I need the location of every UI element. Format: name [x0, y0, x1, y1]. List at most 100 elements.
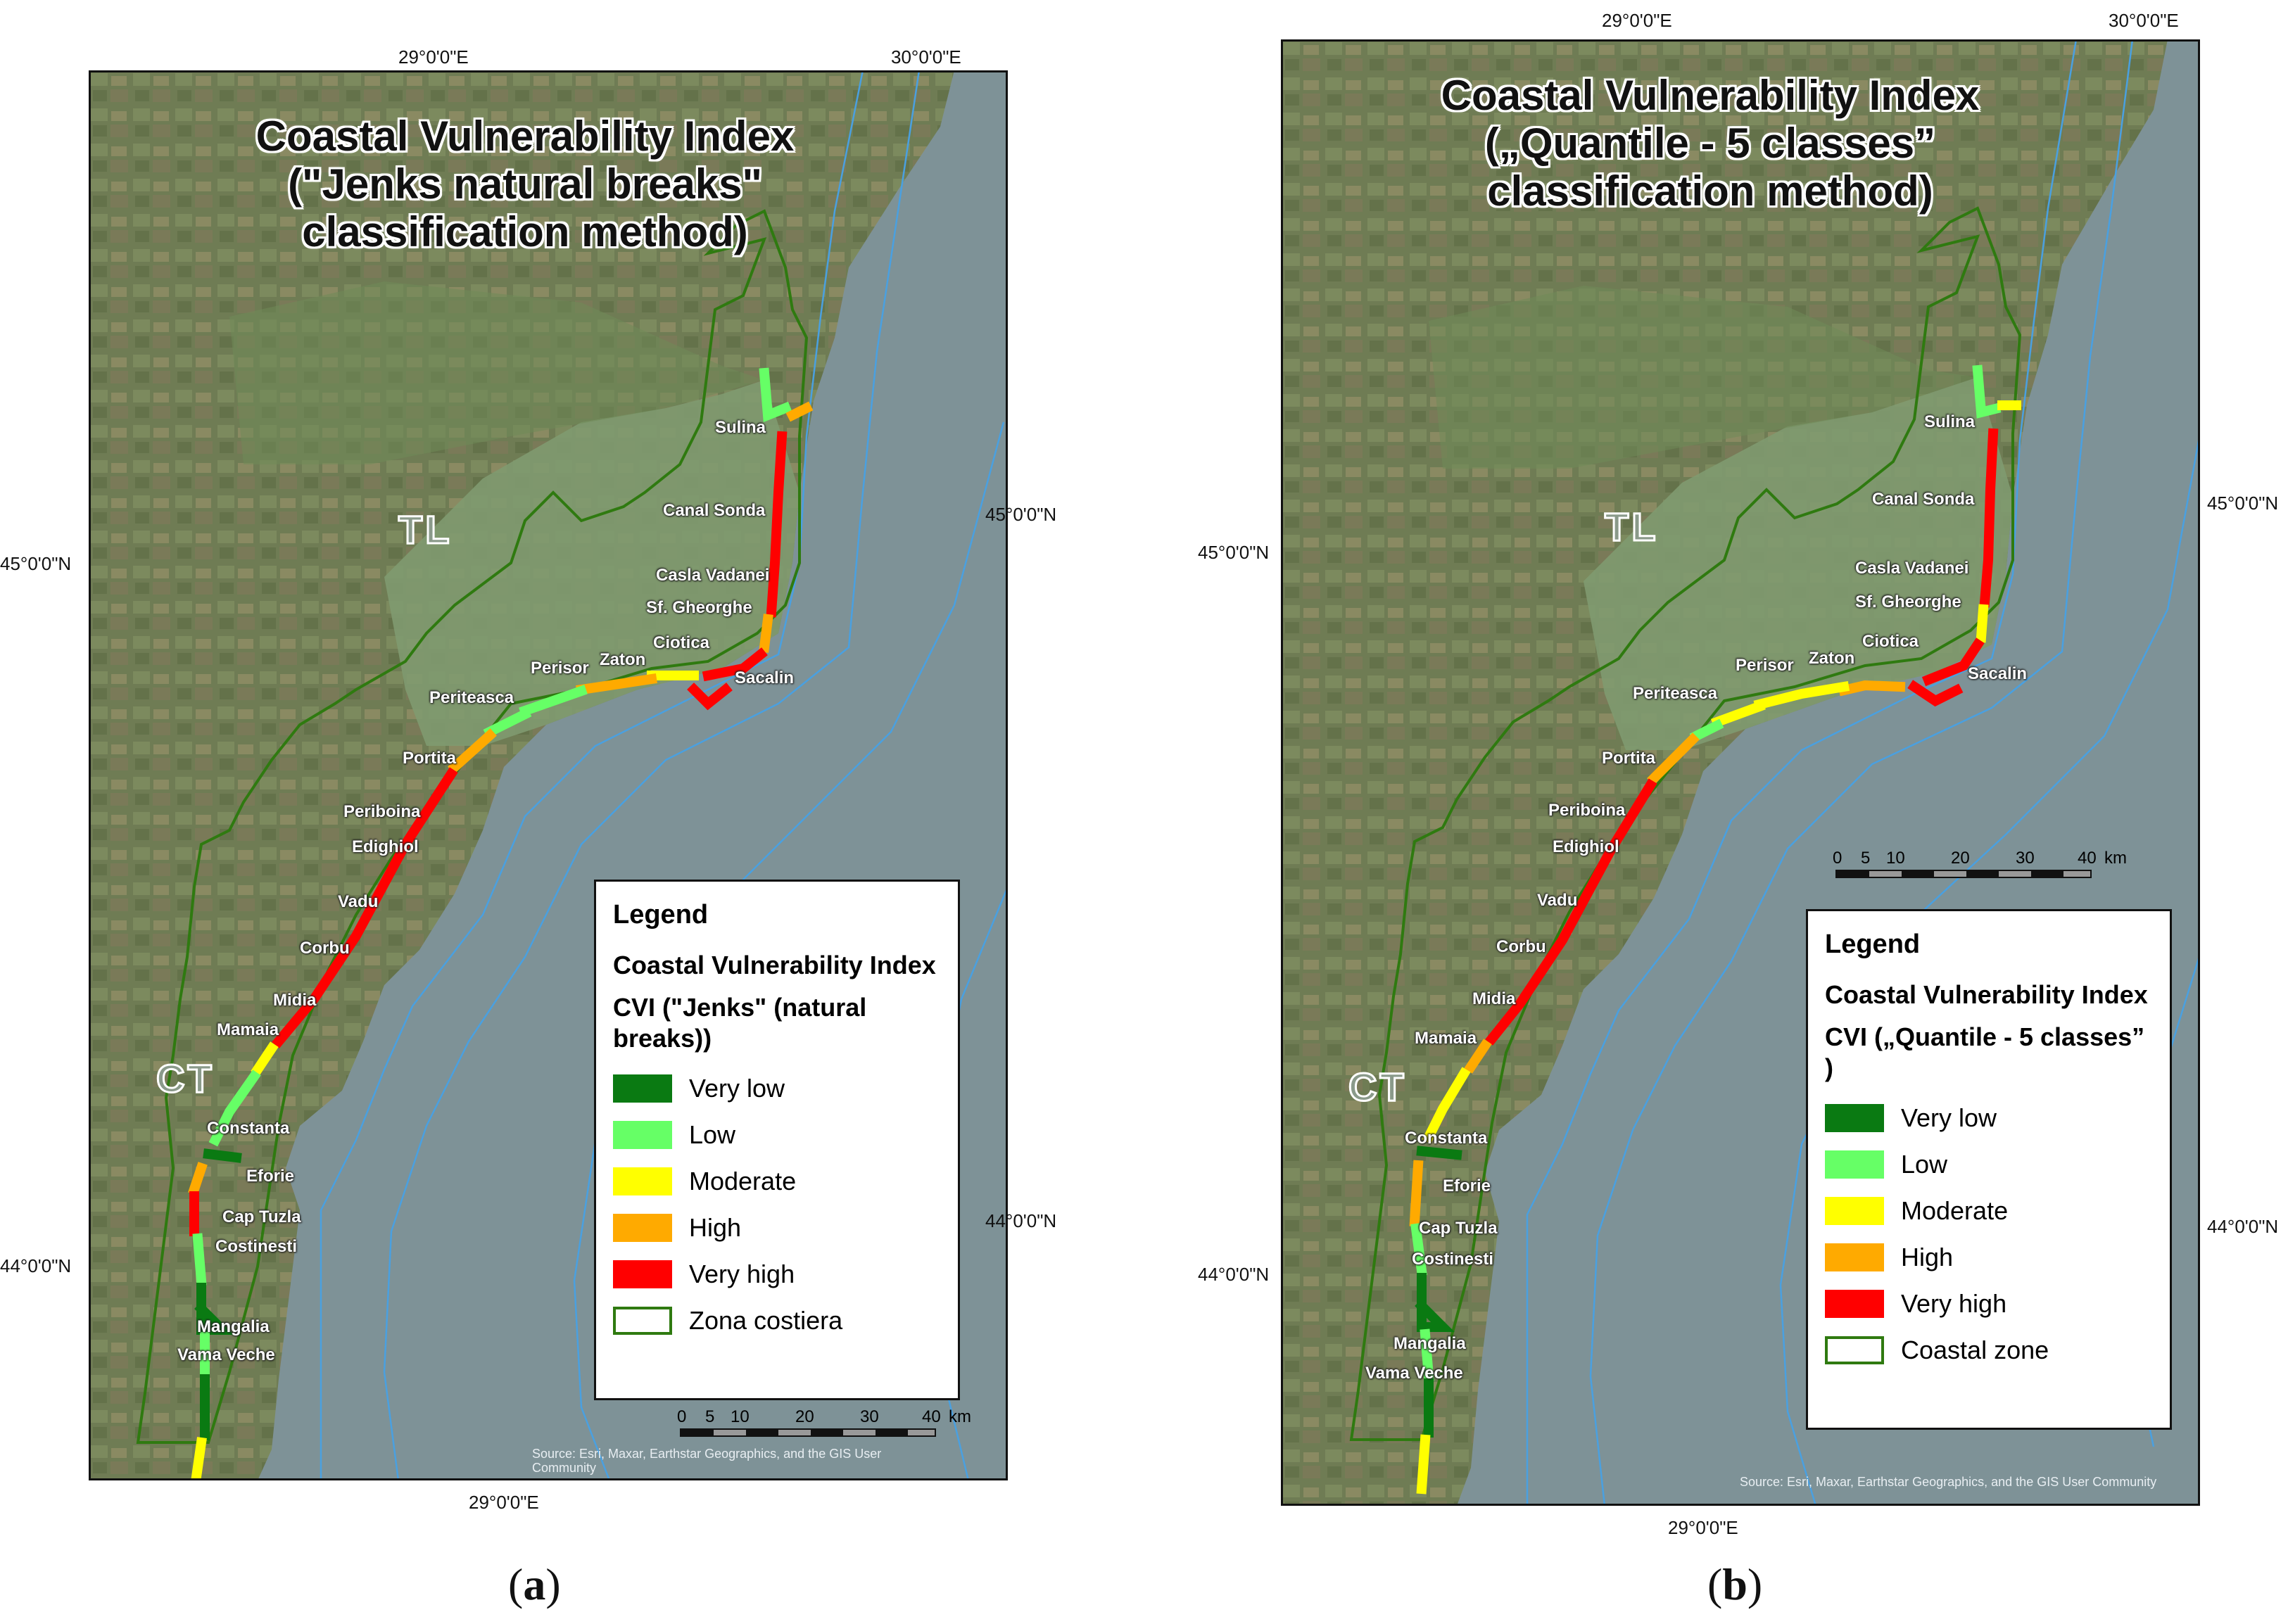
place-label: Portita: [403, 749, 457, 768]
region-label-ct: CT: [156, 1055, 215, 1102]
scale-unit: km: [949, 1407, 971, 1426]
caption-b: (b): [1707, 1559, 1763, 1609]
place-label: Perisor: [1736, 656, 1794, 675]
place-label: Ciotica: [653, 633, 710, 652]
place-label: Zaton: [1809, 649, 1855, 668]
place-label: Periteasca: [429, 688, 514, 707]
coord-right-44n-a: 44°0'0"N: [985, 1210, 1057, 1231]
swatch-moderate: [613, 1167, 672, 1195]
place-label: Constanta: [1405, 1129, 1488, 1148]
coord-left-44n-b: 44°0'0"N: [1198, 1264, 1270, 1285]
scale-bar-graphic: [1835, 870, 2092, 878]
place-label: Periboina: [343, 802, 421, 821]
place-label: Mangalia: [1393, 1334, 1466, 1353]
swatch-very-low: [1825, 1104, 1884, 1132]
swatch-moderate: [1825, 1197, 1884, 1225]
caption-letter: b: [1722, 1559, 1747, 1609]
title-line-1: Coastal Vulnerability Index: [1441, 72, 1980, 119]
legend-item-zone: Coastal zone: [1825, 1327, 2153, 1374]
legend-item-high: High: [613, 1205, 941, 1251]
legend-label: Very low: [689, 1074, 785, 1103]
swatch-zone: [613, 1307, 672, 1335]
coord-left-45n-b: 45°0'0"N: [1198, 542, 1270, 563]
legend-item-moderate: Moderate: [613, 1158, 941, 1205]
place-label: Mamaia: [1415, 1029, 1477, 1048]
legend-label: Zona costiera: [689, 1306, 843, 1335]
place-label: Sacalin: [1968, 664, 2028, 683]
map-canvas-a: [89, 70, 1008, 1480]
source-attribution: Source: Esri, Maxar, Earthstar Geographi…: [532, 1447, 882, 1475]
place-label: Cap Tuzla: [222, 1207, 301, 1226]
place-label: Periteasca: [1633, 684, 1718, 703]
place-label: Sacalin: [735, 668, 795, 687]
legend-label: High: [689, 1213, 742, 1242]
place-label: Sulina: [715, 418, 766, 437]
legend-label: Very low: [1901, 1103, 1997, 1132]
map-panel-a: Coastal Vulnerability Index ("Jenks natu…: [89, 70, 1008, 1480]
place-label: Mangalia: [197, 1317, 270, 1336]
caption-letter: a: [523, 1559, 546, 1609]
coord-left-45n-a: 45°0'0"N: [0, 553, 72, 574]
legend-b: Legend Coastal Vulnerability Index CVI (…: [1806, 909, 2172, 1430]
scale-tick: 20: [1951, 849, 1970, 868]
legend-label: Very high: [1901, 1289, 2007, 1318]
scale-tick: 30: [860, 1407, 879, 1426]
coord-left-44n-a: 44°0'0"N: [0, 1255, 72, 1276]
swatch-very-high: [613, 1260, 672, 1288]
coord-top-29e-a: 29°0'0"E: [398, 46, 469, 68]
place-label: Vama Veche: [1365, 1364, 1463, 1383]
coord-top-29e-b: 29°0'0"E: [1602, 10, 1672, 31]
region-label-ct: CT: [1348, 1064, 1407, 1110]
scale-bar-graphic: [680, 1428, 936, 1437]
legend-label: Low: [689, 1120, 736, 1149]
scale-tick: 5: [1861, 849, 1871, 868]
place-label: Vama Veche: [177, 1345, 275, 1364]
coord-right-45n-b: 45°0'0"N: [2207, 493, 2279, 514]
swatch-low: [613, 1121, 672, 1149]
scale-tick: 40: [922, 1407, 941, 1426]
coord-right-45n-a: 45°0'0"N: [985, 504, 1057, 525]
title-line-1: Coastal Vulnerability Index: [255, 113, 795, 160]
legend-a: Legend Coastal Vulnerability Index CVI (…: [594, 880, 960, 1400]
place-label: Zaton: [600, 650, 646, 669]
place-label: Constanta: [207, 1119, 290, 1138]
legend-item-very-high: Very high: [613, 1251, 941, 1298]
legend-method: CVI ("Jenks" (natural breaks)): [613, 993, 867, 1053]
scale-tick: 0: [1833, 849, 1843, 868]
place-label: Sf. Gheorghe: [1855, 592, 1961, 611]
place-label: Sulina: [1924, 412, 1976, 431]
caption-a: (a): [508, 1559, 561, 1609]
legend-subtitle: Coastal Vulnerability Index: [1825, 980, 2148, 1009]
legend-label: Coastal zone: [1901, 1336, 2049, 1364]
swatch-very-high: [1825, 1290, 1884, 1318]
map-title-b: Coastal Vulnerability Index („Quantile -…: [1422, 72, 1999, 215]
map-panel-b: Coastal Vulnerability Index („Quantile -…: [1281, 39, 2200, 1506]
legend-item-very-low: Very low: [613, 1065, 941, 1112]
scale-tick: 5: [705, 1407, 715, 1426]
swatch-high: [1825, 1243, 1884, 1271]
region-label-tl: TL: [397, 507, 453, 553]
scale-tick: 40: [2078, 849, 2097, 868]
coord-top-30e-b: 30°0'0"E: [2109, 10, 2179, 31]
place-label: Periboina: [1548, 801, 1626, 820]
scale-tick: 30: [2016, 849, 2035, 868]
legend-item-low: Low: [1825, 1141, 2153, 1188]
place-label: Corbu: [1496, 937, 1546, 956]
legend-title: Legend: [1825, 930, 1921, 959]
place-label: Cap Tuzla: [1419, 1219, 1498, 1238]
scale-unit: km: [2104, 849, 2127, 868]
place-label: Perisor: [531, 659, 589, 678]
map-title-a: Coastal Vulnerability Index ("Jenks natu…: [208, 113, 842, 256]
title-line-3: classification method): [302, 208, 748, 255]
place-label: Edighiol: [1553, 837, 1619, 856]
place-label: Edighiol: [352, 837, 419, 856]
title-line-2: („Quantile - 5 classes”: [1484, 120, 1936, 167]
legend-method: CVI („Quantile - 5 classes” ): [1825, 1022, 2145, 1082]
legend-label: Moderate: [1901, 1196, 2009, 1225]
swatch-zone: [1825, 1336, 1884, 1364]
place-label: Canal Sonda: [1872, 490, 1975, 509]
source-attribution: Source: Esri, Maxar, Earthstar Geographi…: [1740, 1475, 2157, 1489]
place-label: Eforie: [1443, 1176, 1491, 1195]
place-label: Costinesti: [215, 1237, 298, 1256]
swatch-very-low: [613, 1074, 672, 1103]
